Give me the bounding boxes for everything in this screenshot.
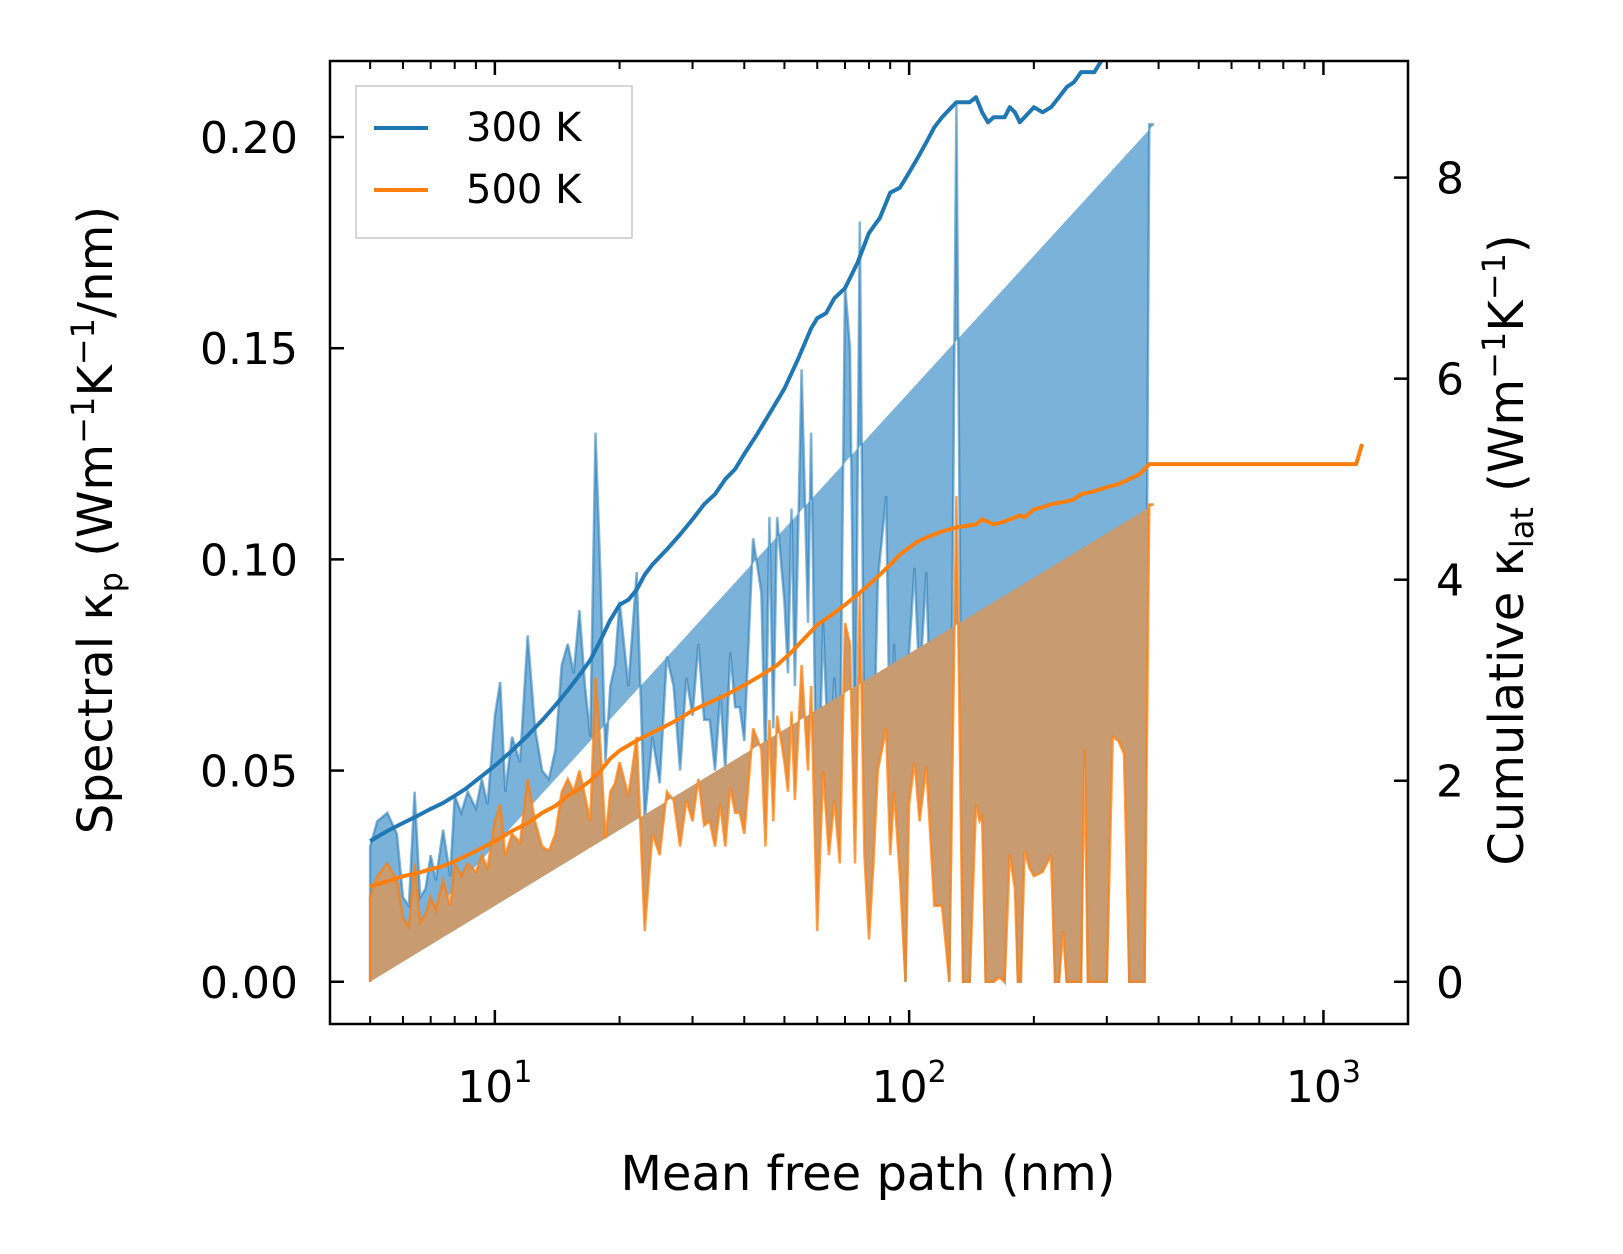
legend-box xyxy=(355,85,633,239)
y-left-label-units-open: (Wm xyxy=(68,444,124,572)
y-left-tick-label: 0.00 xyxy=(200,958,298,1009)
y-right-label-subscript: lat xyxy=(1503,507,1541,548)
y-right-label-prefix: Cumulative κ xyxy=(1479,548,1535,866)
y-right-tick-label: 8 xyxy=(1436,154,1464,205)
y-left-label-units-close: /nm) xyxy=(68,206,124,318)
y-left-tick-label: 0.20 xyxy=(200,113,298,164)
y-left-tick-label: 0.05 xyxy=(200,747,298,798)
y-left-tick-label: 0.10 xyxy=(200,535,298,586)
y-right-label-sup2: −1 xyxy=(1475,253,1513,300)
y-left-label-sup2: −1 xyxy=(64,318,102,365)
legend: 300 K 500 K xyxy=(355,85,633,239)
y-axis-label-right: Cumulative κlat (Wm−1K−1) xyxy=(1475,234,1541,865)
plot-area xyxy=(368,61,1365,986)
cumulative-500k-line xyxy=(369,443,1365,889)
y-left-label-prefix: Spectral κ xyxy=(68,592,124,834)
y-left-label-mid: K xyxy=(68,364,124,397)
y-left-label-subscript: p xyxy=(92,572,130,592)
y-right-tick-label: 6 xyxy=(1436,355,1464,406)
x-tick-label: 101 xyxy=(457,1055,532,1113)
y-right-label-mid: K xyxy=(1479,299,1535,332)
y-left-label-sup1: −1 xyxy=(64,397,102,444)
x-tick-label: 102 xyxy=(872,1055,947,1113)
axes: 101 102 103 0.00 0.05 0.10 0.15 0.20 0 2 4 6 8 xyxy=(200,59,1464,1113)
x-axis-label: Mean free path (nm) xyxy=(621,1146,1116,1202)
x-tick-label: 103 xyxy=(1286,1055,1361,1113)
y-right-tick-label: 2 xyxy=(1436,757,1464,808)
y-left-tick-label: 0.15 xyxy=(200,324,298,375)
y-right-label-sup1: −1 xyxy=(1475,332,1513,379)
cumulative-300k-line xyxy=(369,61,1104,843)
legend-label-300k: 300 K xyxy=(466,105,583,151)
spectral-500k-area xyxy=(368,495,1154,985)
y-right-tick-label: 4 xyxy=(1436,556,1464,607)
legend-label-500k: 500 K xyxy=(466,167,583,213)
y-right-label-units-open: (Wm xyxy=(1479,379,1535,507)
y-right-label-units-close: ) xyxy=(1479,234,1535,253)
y-right-tick-label: 0 xyxy=(1436,958,1464,1009)
y-axis-label-left: Spectral κp (Wm−1K−1/nm) xyxy=(64,206,130,834)
